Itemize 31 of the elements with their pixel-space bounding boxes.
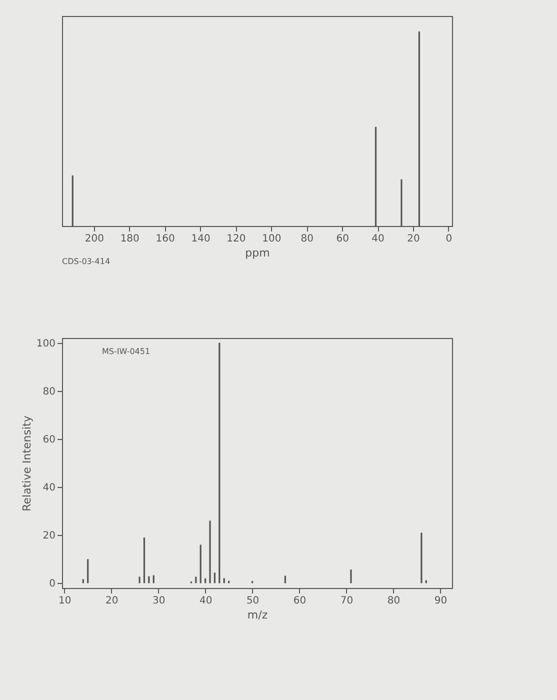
y-tick-label: 100 [36,338,56,350]
annotation: MS-IW-0451 [102,347,150,356]
y-tick-label: 20 [42,530,56,542]
x-axis-title: m/z [247,608,268,622]
y-tick-label: 60 [42,434,56,446]
text: CDS-03-414 [62,257,110,266]
x-tick-label: 50 [246,596,260,606]
x-tick-label: 100 [262,234,282,244]
x-tick-label: 90 [434,596,448,606]
x-tick-label: 120 [226,234,246,244]
x-tick-label: 40 [372,234,384,244]
y-axis-title: Relative Intensity [20,415,34,512]
x-tick-label: 60 [293,596,306,606]
x-axis-title: ppm [245,246,270,260]
x-tick-label: 80 [300,234,314,244]
x-tick-label: 0 [446,234,452,244]
x-tick-label: 60 [336,234,349,244]
x-tick-label: 40 [199,596,212,606]
y-tick-label: 80 [42,386,56,398]
x-tick-label: 200 [84,234,104,244]
x-tick-label: 10 [58,596,72,606]
x-tick-label: 20 [407,234,420,244]
x-tick-label: 70 [340,596,354,606]
x-tick-label: 160 [156,234,175,244]
x-tick-label: 180 [120,234,140,244]
x-tick-label: 20 [105,596,118,606]
x-tick-label: 30 [152,596,166,606]
x-tick-label: 140 [191,234,210,244]
x-tick-label: 80 [387,596,400,606]
y-tick-label: 0 [49,578,56,590]
y-tick-label: 40 [42,482,56,494]
